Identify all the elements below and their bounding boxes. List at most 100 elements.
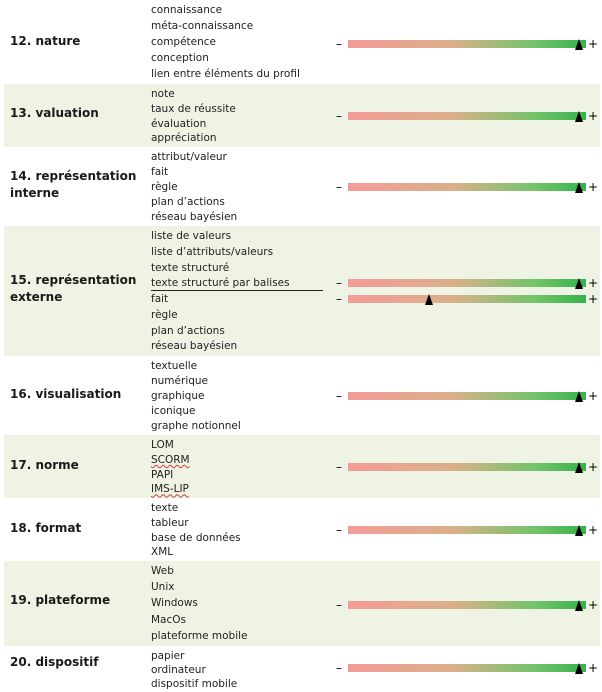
- criterion-number: 13.: [10, 106, 32, 120]
- criterion-item-text: papier: [151, 650, 185, 662]
- criterion-item: papier: [151, 649, 184, 663]
- scale-marker-triangle: [574, 663, 583, 674]
- criterion-item-text: attribut/valeur: [151, 151, 227, 163]
- criterion-item: Web: [151, 564, 174, 578]
- criterion-title: 18. format: [10, 520, 145, 537]
- criterion-title: 16. visualisation: [10, 386, 145, 403]
- criterion-item: tableur: [151, 516, 189, 530]
- criterion-title: 19. plateforme: [10, 592, 145, 609]
- scale-marker-triangle: [574, 182, 583, 193]
- criterion-item: règle: [151, 308, 178, 322]
- criterion-number: 18.: [10, 521, 32, 535]
- scale-plus-label: +: [587, 37, 598, 51]
- scale-minus-label: –: [336, 109, 342, 123]
- rating-scale: – +: [336, 180, 598, 194]
- scale-minus-label: –: [336, 180, 342, 194]
- scale-gradient-bar: [348, 278, 586, 289]
- criterion-item: liste d’attributs/valeurs: [151, 245, 273, 259]
- scale-gradient-bar: [348, 462, 586, 473]
- scale-marker-triangle: [424, 294, 433, 305]
- criterion-item-text: PAPI: [151, 468, 174, 481]
- criterion-item-text: XML: [151, 546, 174, 559]
- criterion-item-text: SCORM: [151, 453, 190, 466]
- criterion-item: méta-connaissance: [151, 19, 253, 33]
- criterion-item: Windows: [151, 596, 198, 610]
- criterion-item-text: iconique: [151, 405, 196, 417]
- criterion-item: attribut/valeur: [151, 150, 227, 164]
- criterion-item: IMS-LIP: [151, 482, 189, 496]
- criterion-item-text: conception: [151, 52, 209, 64]
- criterion-item: graphique: [151, 389, 204, 403]
- criterion-item: XML: [151, 545, 173, 559]
- criterion-item: conception: [151, 51, 209, 65]
- scale-minus-label: –: [336, 37, 342, 51]
- criterion-item: plateforme mobile: [151, 629, 247, 643]
- criterion-item-text: texte: [151, 502, 179, 514]
- criterion-item: ordinateur: [151, 663, 206, 677]
- criterion-title: 15. représentation externe: [10, 272, 145, 306]
- criterion-item-text: Windows: [151, 597, 198, 610]
- criterion-item-text: Web: [151, 565, 174, 577]
- criterion-item-text: LOM: [151, 439, 174, 451]
- criterion-label: valuation: [35, 106, 99, 120]
- scale-minus-label: –: [336, 276, 342, 290]
- rating-scale: – +: [336, 276, 598, 290]
- criterion-item: fait: [151, 165, 168, 179]
- criterion-item: LOM: [151, 438, 174, 452]
- criterion-item-text: Unix: [151, 581, 175, 594]
- criterion-item-text: texte structuré: [151, 261, 230, 274]
- criterion-label: visualisation: [35, 387, 122, 401]
- criterion-item: note: [151, 87, 175, 101]
- criterion-item: iconique: [151, 404, 195, 418]
- criterion-item: textuelle: [151, 359, 197, 373]
- criterion-number: 12.: [10, 34, 32, 48]
- criterion-item: dispositif mobile: [151, 677, 237, 691]
- criterion-label: représentation interne: [10, 169, 137, 200]
- criterion-item-text: plan d’actions: [151, 324, 225, 337]
- criterion-item: taux de réussite: [151, 102, 236, 116]
- scale-plus-label: +: [587, 292, 598, 306]
- criterion-item-text: graphique: [151, 390, 205, 402]
- scale-plus-label: +: [587, 389, 598, 403]
- rating-scale: – +: [336, 598, 598, 612]
- scale-plus-label: +: [587, 598, 598, 612]
- criterion-item: texte: [151, 501, 178, 515]
- scale-gradient-bar: [348, 525, 586, 536]
- criterion-title: 14. représentation interne: [10, 168, 145, 202]
- scale-plus-label: +: [587, 180, 598, 194]
- criteria-sheet: 12. nature connaissance méta-connaissance c…: [4, 0, 600, 690]
- criterion-item-text: plan d’actions: [151, 196, 225, 208]
- criterion-title: 20. dispositif: [10, 654, 145, 671]
- scale-marker-triangle: [574, 600, 583, 611]
- scale-marker-triangle: [574, 111, 583, 122]
- criterion-label: dispositif: [35, 655, 99, 669]
- criterion-title: 13. valuation: [10, 105, 145, 122]
- criterion-item-text: réseau bayésien: [151, 340, 238, 353]
- criterion-label: format: [35, 521, 82, 535]
- criterion-item: texte structuré: [151, 261, 229, 275]
- rating-scale: – +: [336, 292, 598, 306]
- criterion-item-text: tableur: [151, 516, 189, 529]
- criterion-label: plateforme: [35, 593, 111, 607]
- criterion-item-text: lien entre éléments du profil: [151, 68, 300, 80]
- criterion-item-text: liste d’attributs/valeurs: [151, 245, 274, 258]
- criterion-number: 16.: [10, 387, 32, 401]
- criterion-number: 20.: [10, 655, 32, 669]
- scale-plus-label: +: [587, 109, 598, 123]
- criterion-item: réseau bayésien: [151, 339, 237, 353]
- rating-scale: – +: [336, 109, 598, 123]
- criterion-item-text: compétence: [151, 36, 217, 48]
- criterion-item: réseau bayésien: [151, 210, 237, 224]
- criterion-number: 17.: [10, 458, 32, 472]
- scale-plus-label: +: [587, 460, 598, 474]
- criterion-item-text: règle: [151, 308, 178, 321]
- criterion-item: compétence: [151, 35, 216, 49]
- criterion-number: 14.: [10, 169, 32, 183]
- scale-minus-label: –: [336, 598, 342, 612]
- criterion-item-text: méta-connaissance: [151, 20, 254, 32]
- scale-gradient-bar: [348, 39, 586, 50]
- criterion-title: 12. nature: [10, 33, 145, 50]
- rating-scale: – +: [336, 661, 598, 675]
- criterion-label: nature: [35, 34, 81, 48]
- criterion-item-text: règle: [151, 181, 178, 193]
